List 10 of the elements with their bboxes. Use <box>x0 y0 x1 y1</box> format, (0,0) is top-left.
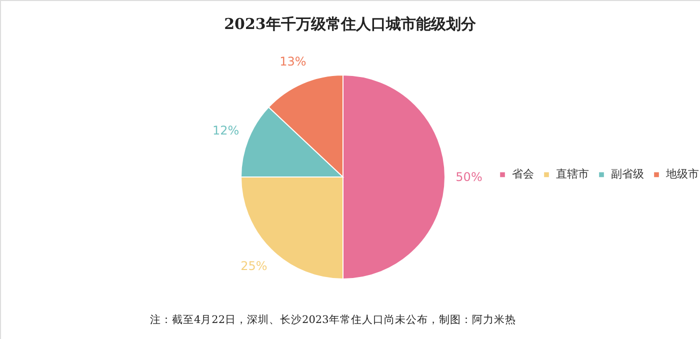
legend-label: 直辖市 <box>556 168 589 181</box>
data-label: 50% <box>456 170 482 184</box>
legend-label: 省会 <box>512 168 534 181</box>
data-label: 12% <box>212 124 240 138</box>
data-label: 25% <box>240 259 268 274</box>
chart-title: 2023年千万级常住人口城市能级划分 <box>224 15 477 33</box>
text: 注：截至4月22日，深圳、长沙2023年常住人口尚未公布，制图：阿力米热 <box>150 313 516 326</box>
data-label: 13% <box>280 54 306 68</box>
legend-label: 地级市 <box>665 168 699 181</box>
legend-label: 副省级 <box>611 168 644 181</box>
